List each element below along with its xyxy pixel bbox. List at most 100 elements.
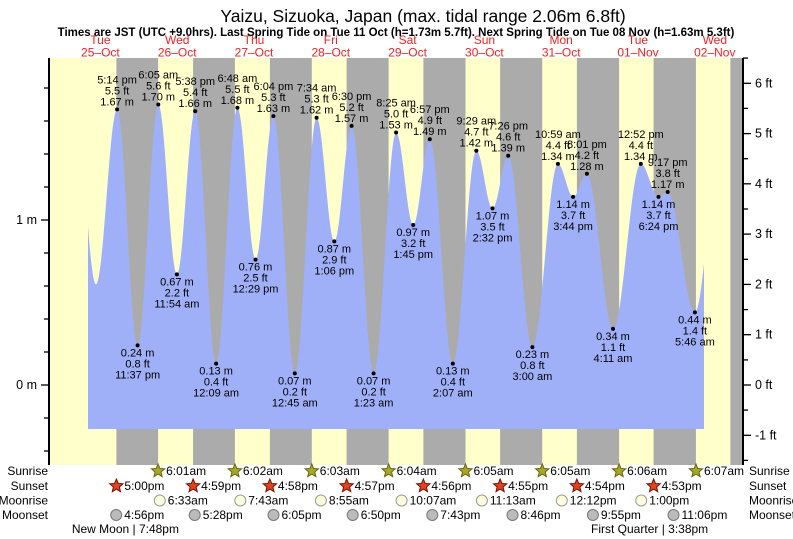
day-name-label: Wed [703,33,727,47]
tide-annotation-line: 1:23 am [354,397,394,409]
sunrise-time: 6:05am [474,464,514,478]
tide-annotation-low: 0.87 m 2.9 ft 1:06 pm [314,243,354,277]
sunset-time: 5:00pm [124,479,164,493]
tide-annotation-line: 12:29 pm [233,284,279,296]
astro-row-label-right-moonrise: Moonrise [749,494,793,508]
tide-annotation-line: 9:17 pm [648,157,688,169]
tide-annotation-low: 0.23 m 0.8 ft 3:00 am [513,349,553,383]
tide-extremum-dot [656,194,661,199]
moonset-time: 8:46pm [521,508,561,522]
moonset-time: 9:55pm [601,508,641,522]
day-date-label: 28–Oct [311,46,350,60]
tide-annotation-line: 5:14 pm [97,74,137,86]
tide-annotation-line: 1.07 m [476,210,510,222]
tide-annotation-low: 0.13 m 0.4 ft 2:07 am [433,366,473,400]
tide-annotation-line: 0.2 ft [283,386,307,398]
moonrise-time: 10:07am [410,494,457,508]
tide-annotation-line: 5.2 ft [339,102,363,114]
tide-annotation-line: 1.34 m [624,151,658,163]
tide-annotation-line: 0.87 m [317,243,351,255]
tide-annotation-line: 4:11 am [594,353,633,365]
tide-annotation-line: 5.5 ft [105,85,129,97]
tide-annotation-line: 3.8 ft [655,168,679,180]
tide-annotation-line: 12:52 pm [618,129,664,141]
moonrise-time: 8:55am [329,494,369,508]
day-date-label: 31–Oct [542,46,581,60]
tide-extremum-dot [156,102,161,107]
tide-annotation-line: 6:57 pm [410,104,450,116]
tide-annotation-line: 2.5 ft [243,273,267,285]
sunset-time: 4:53pm [662,479,702,493]
tide-annotation-line: 6:24 pm [639,221,679,233]
sunrise-time: 6:05am [550,464,590,478]
tide-extremum-dot [450,361,455,366]
moonrise-time: 7:43am [248,494,288,508]
tide-annotation-line: 8:01 pm [567,139,607,151]
sunrise-star-icon [303,462,320,478]
right-axis-label: 2 ft [755,277,773,291]
moonset-circle-icon [667,509,680,521]
moonset-time: 6:50pm [361,508,401,522]
tide-annotation-high: 7:26 pm 4.6 ft 1.39 m [488,121,528,155]
tide-annotation-line: 4.6 ft [496,132,520,144]
tide-annotation-line: 6:30 pm [332,91,372,103]
tide-annotation-line: 1.62 m [300,105,334,117]
sunset-star-icon [492,477,509,493]
tide-annotation-line: 1.57 m [335,113,369,125]
tide-extremum-dot [474,148,479,153]
tide-annotation-line: 1.42 m [459,138,493,150]
tide-annotation-line: 4.7 ft [464,127,488,139]
astro-row-label-right-moonset: Moonset [749,508,793,522]
tide-annotation-line: 10:59 am [535,129,581,141]
tide-annotation-high: 9:17 pm 3.8 ft 1.17 m [648,157,688,191]
sunrise-time: 6:02am [243,464,283,478]
tide-annotation-line: 3:00 am [513,371,553,383]
day-date-label: 01–Nov [617,46,658,60]
sunrise-time: 6:03am [320,464,360,478]
tide-annotation-line: 3.5 ft [480,221,504,233]
sunset-star-icon [185,477,202,493]
tide-annotation-high: 12:52 pm 4.4 ft 1.34 m [618,129,664,163]
day-date-label: 25–Oct [81,46,120,60]
tide-extremum-dot [349,123,354,128]
moonset-circle-icon [267,509,280,521]
tide-annotation-line: 2.9 ft [322,254,346,266]
right-axis-label: 3 ft [755,227,773,241]
tide-annotation-high: 10:59 am 4.4 ft 1.34 m [535,129,581,163]
tide-annotation-line: 4.9 ft [418,115,442,127]
moonset-circle-icon [506,509,519,521]
moonset-time: 7:43pm [440,508,480,522]
tide-annotation-line: 0.07 m [357,375,391,387]
tide-annotation-line: 1.34 m [541,151,575,163]
tide-annotation-low: 0.34 m 1.1 ft 4:11 am [594,331,633,365]
tide-annotation-line: 5.3 ft [304,94,328,106]
tide-extremum-dot [611,326,615,331]
tide-annotation-low: 1.14 m 3.7 ft 3:44 pm [553,199,593,233]
tide-annotation-high: 6:30 pm 5.2 ft 1.57 m [332,91,372,125]
moonset-circle-icon [110,509,123,521]
tide-area [88,104,704,429]
tide-annotation-line: 3.7 ft [646,210,670,222]
tide-annotation-high: 9:29 am 4.7 ft 1.42 m [456,116,496,150]
tide-annotation-line: 0.34 m [596,331,630,343]
sunset-time: 4:59pm [201,479,241,493]
sunset-star-icon [338,477,355,493]
tide-annotation-line: 5:38 pm [175,76,215,88]
tide-annotation-low: 0.97 m 3.2 ft 1:45 pm [393,227,433,261]
tide-extremum-dot [411,223,416,227]
moonset-time: 5:28pm [203,508,243,522]
sunrise-star-icon [611,462,628,478]
tide-annotation-line: 7:26 pm [488,121,528,133]
tide-annotation-high: 6:04 pm 5.3 ft 1.63 m [254,81,294,115]
tide-annotation-line: 6:05 am [138,70,178,82]
sunset-time: 4:57pm [355,479,395,493]
astro-row-label-left-moonrise: Moonrise [0,494,48,508]
day-name-label: Sat [399,33,418,47]
tide-annotation-line: 0.76 m [239,262,273,274]
sunset-star-icon [415,477,432,493]
tide-extremum-dot [235,105,240,110]
tide-annotation-line: 1.17 m [651,179,685,191]
day-name-label: Fri [324,33,338,47]
tide-annotation-low: 0.67 m 2.2 ft 11:54 am [154,276,199,310]
tide-annotation-line: 3.2 ft [401,238,425,250]
